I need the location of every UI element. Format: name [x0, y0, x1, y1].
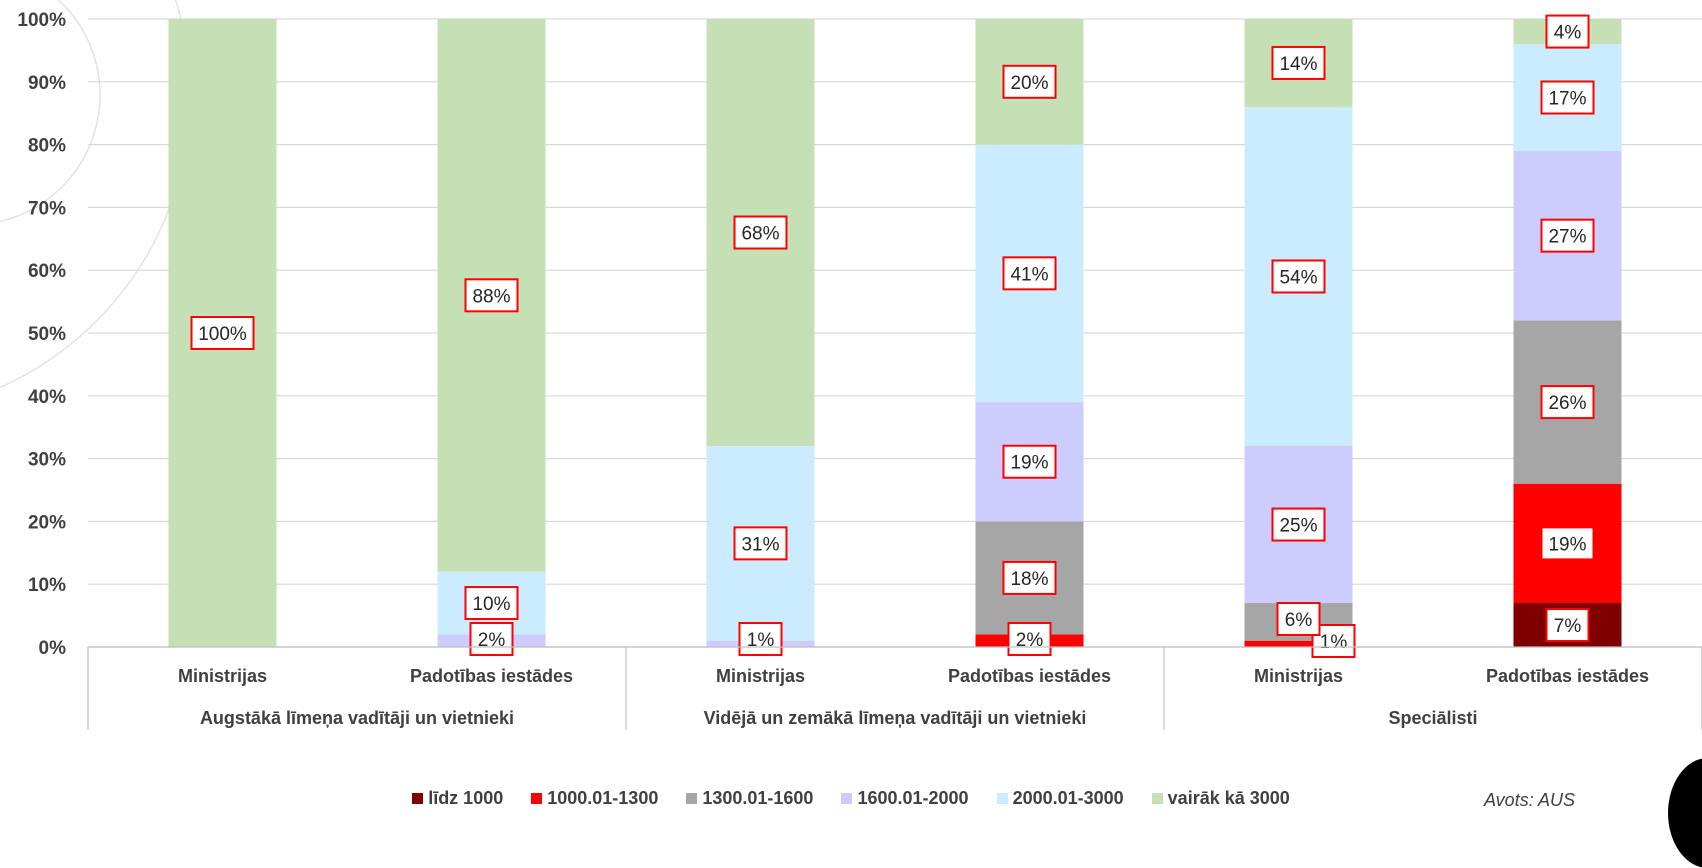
gridlines — [88, 18, 1702, 648]
y-tick-label: 10% — [28, 575, 66, 596]
data-label-box — [1545, 608, 1590, 643]
data-labels: 100% 2% 10% 88% 1% 31% 68% 2% 18% 19% 41% 20% 1% 6% 25… — [190, 14, 1595, 658]
legend-swatch — [686, 793, 698, 804]
legend-label: 1000.01-1300 — [547, 788, 659, 808]
data-label-box — [1007, 622, 1052, 656]
group-label: Vidējā un zemākā līmeņa vadītāji un viet… — [704, 708, 1087, 728]
data-label-box — [469, 622, 514, 656]
category-label: Ministrijas — [716, 666, 805, 686]
bar-segment — [1244, 640, 1353, 647]
y-tick-label: 90% — [28, 73, 66, 94]
data-label-box — [1271, 259, 1326, 294]
data-label-box — [1545, 14, 1590, 49]
data-label-box — [1271, 507, 1326, 542]
data-label: 25% — [1279, 516, 1317, 537]
data-label-box — [1540, 385, 1595, 420]
data-label: 20% — [1010, 73, 1048, 94]
data-label: 1% — [1320, 632, 1348, 653]
data-label: 6% — [1285, 610, 1313, 631]
category-label: Padotības iestādes — [1486, 666, 1649, 686]
y-tick-label: 60% — [28, 261, 66, 282]
legend-label: līdz 1000 — [428, 788, 504, 808]
data-label: 10% — [472, 594, 510, 615]
legend-swatch — [1151, 793, 1163, 804]
data-label: 14% — [1279, 54, 1317, 75]
data-label: 4% — [1554, 23, 1582, 44]
group-label: Augstākā līmeņa vadītāji un vietnieki — [200, 708, 514, 728]
legend-item: 2000.01-3000 — [996, 788, 1124, 809]
legend-swatch — [996, 793, 1008, 804]
legend: līdz 1000 1000.01-1300 1300.01-1600 1600.01… — [0, 788, 1702, 809]
y-axis: 0% 10% 20% 30% 40% 50% 60% 70% 80% 90% 100% — [17, 10, 66, 659]
data-label-box — [733, 215, 788, 250]
data-label: 27% — [1548, 227, 1586, 248]
legend-label: 2000.01-3000 — [1012, 788, 1124, 808]
data-label-box — [1271, 45, 1326, 80]
legend-swatch — [531, 793, 543, 804]
category-label: Ministrijas — [1254, 666, 1343, 686]
group-label: Speciālisti — [1388, 708, 1477, 728]
data-label-box — [1540, 526, 1595, 561]
data-label-box — [738, 622, 783, 656]
legend-item: 1300.01-1600 — [686, 788, 813, 809]
data-label: 68% — [741, 224, 779, 245]
data-label: 31% — [741, 534, 779, 555]
legend-item: vairāk kā 3000 — [1151, 788, 1290, 809]
legend-label: 1600.01-2000 — [857, 788, 969, 808]
data-label-box — [1002, 560, 1057, 595]
legend-item: 1600.01-2000 — [841, 788, 969, 809]
y-tick-label: 20% — [28, 512, 66, 533]
data-label: 18% — [1010, 569, 1048, 590]
y-tick-label: 50% — [28, 324, 66, 345]
data-label-box — [1540, 218, 1595, 253]
source-note: Avots: AUS — [1484, 790, 1576, 810]
data-label: 54% — [1279, 267, 1317, 288]
legend-item: 1000.01-1300 — [531, 788, 658, 809]
data-label-box — [1540, 80, 1595, 115]
data-label: 1% — [747, 630, 775, 651]
category-label: Ministrijas — [178, 666, 267, 686]
data-label-box — [1002, 256, 1057, 291]
y-tick-label: 70% — [28, 198, 66, 219]
data-label: 7% — [1554, 616, 1582, 637]
data-label-box — [1002, 64, 1057, 99]
legend-swatch — [412, 793, 424, 804]
data-label: 17% — [1548, 89, 1586, 110]
data-label: 2% — [478, 630, 506, 651]
category-label: Padotības iestādes — [410, 666, 573, 686]
y-tick-label: 100% — [17, 10, 66, 31]
y-tick-label: 40% — [28, 387, 66, 408]
legend-label: 1300.01-1600 — [702, 788, 814, 808]
data-label: 41% — [1010, 264, 1048, 285]
legend-item: līdz 1000 — [412, 788, 503, 809]
data-label-box — [1002, 444, 1057, 479]
data-label-box — [464, 278, 519, 313]
legend-label: vairāk kā 3000 — [1167, 788, 1290, 808]
data-label: 88% — [472, 286, 510, 307]
x-axis: Ministrijas Padotības iestādes Ministrijas… — [87, 646, 1702, 730]
data-label-box — [733, 526, 788, 561]
y-tick-label: 0% — [39, 638, 67, 659]
data-label: 26% — [1548, 393, 1586, 414]
data-label: 2% — [1016, 630, 1044, 651]
category-label: Padotības iestādes — [948, 666, 1111, 686]
data-label: 19% — [1010, 453, 1048, 474]
data-label-box — [190, 316, 255, 350]
data-label-box — [1276, 602, 1321, 636]
data-label-box — [464, 586, 519, 621]
y-tick-label: 30% — [28, 450, 66, 471]
stacked-bar-chart: 100% 2% 10% 88% 1% 31% 68% 2% 18% 19% 41% 20% 1% 6% 25… — [0, 0, 1702, 730]
legend-swatch — [841, 793, 853, 804]
data-label: 100% — [198, 324, 247, 345]
data-label: 19% — [1548, 534, 1586, 555]
y-tick-label: 80% — [28, 136, 66, 157]
